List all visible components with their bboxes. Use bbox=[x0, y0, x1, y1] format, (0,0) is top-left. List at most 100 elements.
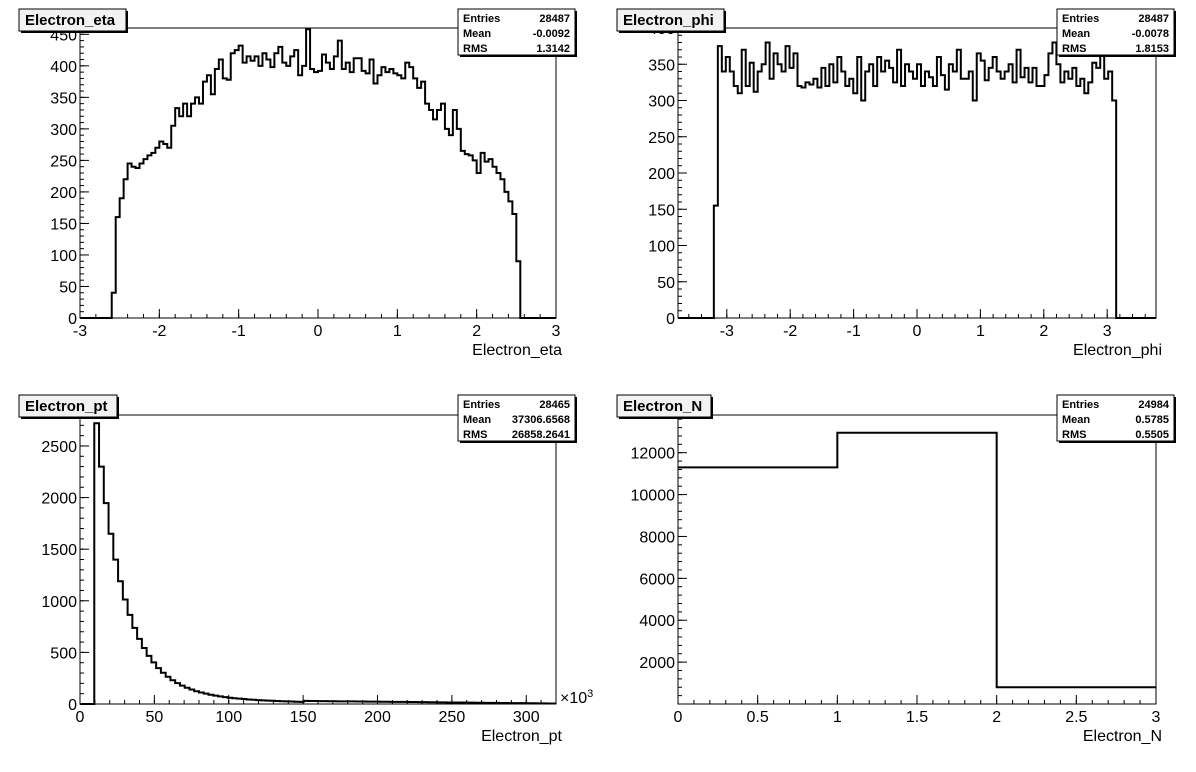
stats-box bbox=[1056, 8, 1175, 56]
stats-key: RMS bbox=[463, 43, 487, 55]
y-tick-label: 50 bbox=[657, 275, 675, 292]
histogram-line bbox=[678, 41, 1156, 319]
chart-title: Electron_eta bbox=[25, 12, 116, 29]
x-tick-label: 300 bbox=[513, 709, 540, 726]
x-tick-label: -3 bbox=[73, 323, 87, 340]
axis-multiplier: ×103 bbox=[560, 688, 593, 707]
y-tick-label: 150 bbox=[50, 216, 77, 233]
stats-value: 0.5505 bbox=[1135, 429, 1169, 441]
x-tick-label: -1 bbox=[232, 323, 246, 340]
y-tick-label: 250 bbox=[648, 130, 675, 147]
x-tick-label: -1 bbox=[846, 323, 860, 340]
x-axis-title: Electron_N bbox=[1083, 728, 1162, 745]
x-tick-label: -2 bbox=[783, 323, 797, 340]
stats-key: Mean bbox=[1062, 28, 1090, 40]
stats-value: 28465 bbox=[539, 399, 570, 411]
histogram-line bbox=[80, 28, 556, 319]
x-tick-label: 0 bbox=[674, 709, 683, 726]
stats-key: Mean bbox=[1062, 414, 1090, 426]
title-box bbox=[616, 8, 725, 32]
x-tick-label: 50 bbox=[145, 709, 163, 726]
x-tick-label: 100 bbox=[215, 709, 242, 726]
y-tick-label: 6000 bbox=[639, 571, 675, 588]
stats-value: 0.5785 bbox=[1135, 414, 1169, 426]
stats-value: 1.3142 bbox=[536, 43, 570, 55]
x-tick-label: -3 bbox=[720, 323, 734, 340]
x-tick-label: 3 bbox=[552, 323, 561, 340]
x-axis-title: Electron_pt bbox=[481, 728, 562, 745]
x-tick-label: 2 bbox=[472, 323, 481, 340]
stats-value: 37306.6568 bbox=[512, 414, 570, 426]
y-tick-label: 250 bbox=[50, 153, 77, 170]
x-tick-label: 200 bbox=[364, 709, 391, 726]
stats-value: 26858.2641 bbox=[512, 429, 570, 441]
chart-title: Electron_pt bbox=[25, 398, 108, 415]
y-tick-label: 100 bbox=[50, 248, 77, 265]
histogram-line bbox=[80, 422, 556, 705]
stats-box bbox=[457, 8, 576, 56]
stats-box bbox=[1056, 394, 1175, 442]
y-tick-label: 350 bbox=[648, 57, 675, 74]
y-tick-label: 100 bbox=[648, 239, 675, 256]
y-tick-label: 1000 bbox=[41, 594, 77, 611]
y-tick-label: 8000 bbox=[639, 529, 675, 546]
x-tick-label: 2 bbox=[992, 709, 1001, 726]
stats-value: -0.0092 bbox=[533, 28, 570, 40]
stats-key: Entries bbox=[1062, 13, 1099, 25]
title-box bbox=[616, 394, 712, 418]
stats-value: 28487 bbox=[1138, 13, 1169, 25]
x-axis-title: Electron_eta bbox=[472, 342, 562, 359]
y-tick-label: 200 bbox=[50, 185, 77, 202]
x-tick-label: 3 bbox=[1103, 323, 1112, 340]
x-tick-label: 150 bbox=[290, 709, 317, 726]
x-tick-label: 2 bbox=[1039, 323, 1048, 340]
x-axis-title: Electron_phi bbox=[1073, 342, 1162, 359]
y-tick-label: 400 bbox=[50, 59, 77, 76]
x-tick-label: 1.5 bbox=[906, 709, 928, 726]
x-tick-label: 1 bbox=[393, 323, 402, 340]
y-tick-label: 2000 bbox=[41, 491, 77, 508]
x-tick-label: 0.5 bbox=[747, 709, 769, 726]
title-box bbox=[18, 394, 118, 418]
x-tick-label: 0 bbox=[76, 709, 85, 726]
x-tick-label: -2 bbox=[152, 323, 166, 340]
stats-value: 28487 bbox=[539, 13, 570, 25]
title-box bbox=[18, 8, 127, 32]
plot-frame bbox=[677, 414, 1157, 705]
x-tick-label: 0 bbox=[913, 323, 922, 340]
y-tick-label: 150 bbox=[648, 202, 675, 219]
stats-key: RMS bbox=[1062, 43, 1086, 55]
y-tick-label: 0 bbox=[68, 311, 77, 328]
chart-panel-electron-phi: -3-2-10123050100150200250300350400Electr… bbox=[616, 8, 1176, 359]
chart-panel-electron-eta: -3 -2 -1 0 1 2 3050100150200250300350400450Ele… bbox=[18, 8, 577, 359]
histogram-line bbox=[678, 431, 1156, 689]
chart-title: Electron_N bbox=[623, 398, 702, 415]
stats-key: Mean bbox=[463, 28, 491, 40]
y-tick-label: 4000 bbox=[639, 613, 675, 630]
y-tick-label: 10000 bbox=[631, 488, 676, 505]
y-tick-label: 50 bbox=[59, 279, 77, 296]
y-tick-label: 12000 bbox=[631, 446, 676, 463]
y-tick-label: 2000 bbox=[639, 655, 675, 672]
x-tick-label: 0 bbox=[314, 323, 323, 340]
stats-key: Mean bbox=[463, 414, 491, 426]
stats-key: RMS bbox=[1062, 429, 1086, 441]
y-tick-label: 500 bbox=[50, 645, 77, 662]
chart-panel-electron-n: 0 0.5 1 1.5 2 2.5 3 2000 4000 6000 8000 10000 12000 E… bbox=[616, 394, 1176, 745]
stats-key: Entries bbox=[463, 399, 500, 411]
stats-value: 1.8153 bbox=[1135, 43, 1169, 55]
x-tick-label: 250 bbox=[439, 709, 466, 726]
y-tick-label: 0 bbox=[666, 311, 675, 328]
stats-key: Entries bbox=[463, 13, 500, 25]
y-tick-label: 0 bbox=[68, 697, 77, 714]
y-tick-label: 1500 bbox=[41, 542, 77, 559]
y-tick-label: 350 bbox=[50, 90, 77, 107]
stats-value: -0.0078 bbox=[1132, 28, 1169, 40]
stats-box bbox=[457, 394, 576, 442]
chart-title: Electron_phi bbox=[623, 12, 714, 29]
y-tick-label: 300 bbox=[648, 94, 675, 111]
y-tick-label: 2500 bbox=[41, 439, 77, 456]
y-tick-label: 300 bbox=[50, 122, 77, 139]
stats-key: RMS bbox=[463, 429, 487, 441]
